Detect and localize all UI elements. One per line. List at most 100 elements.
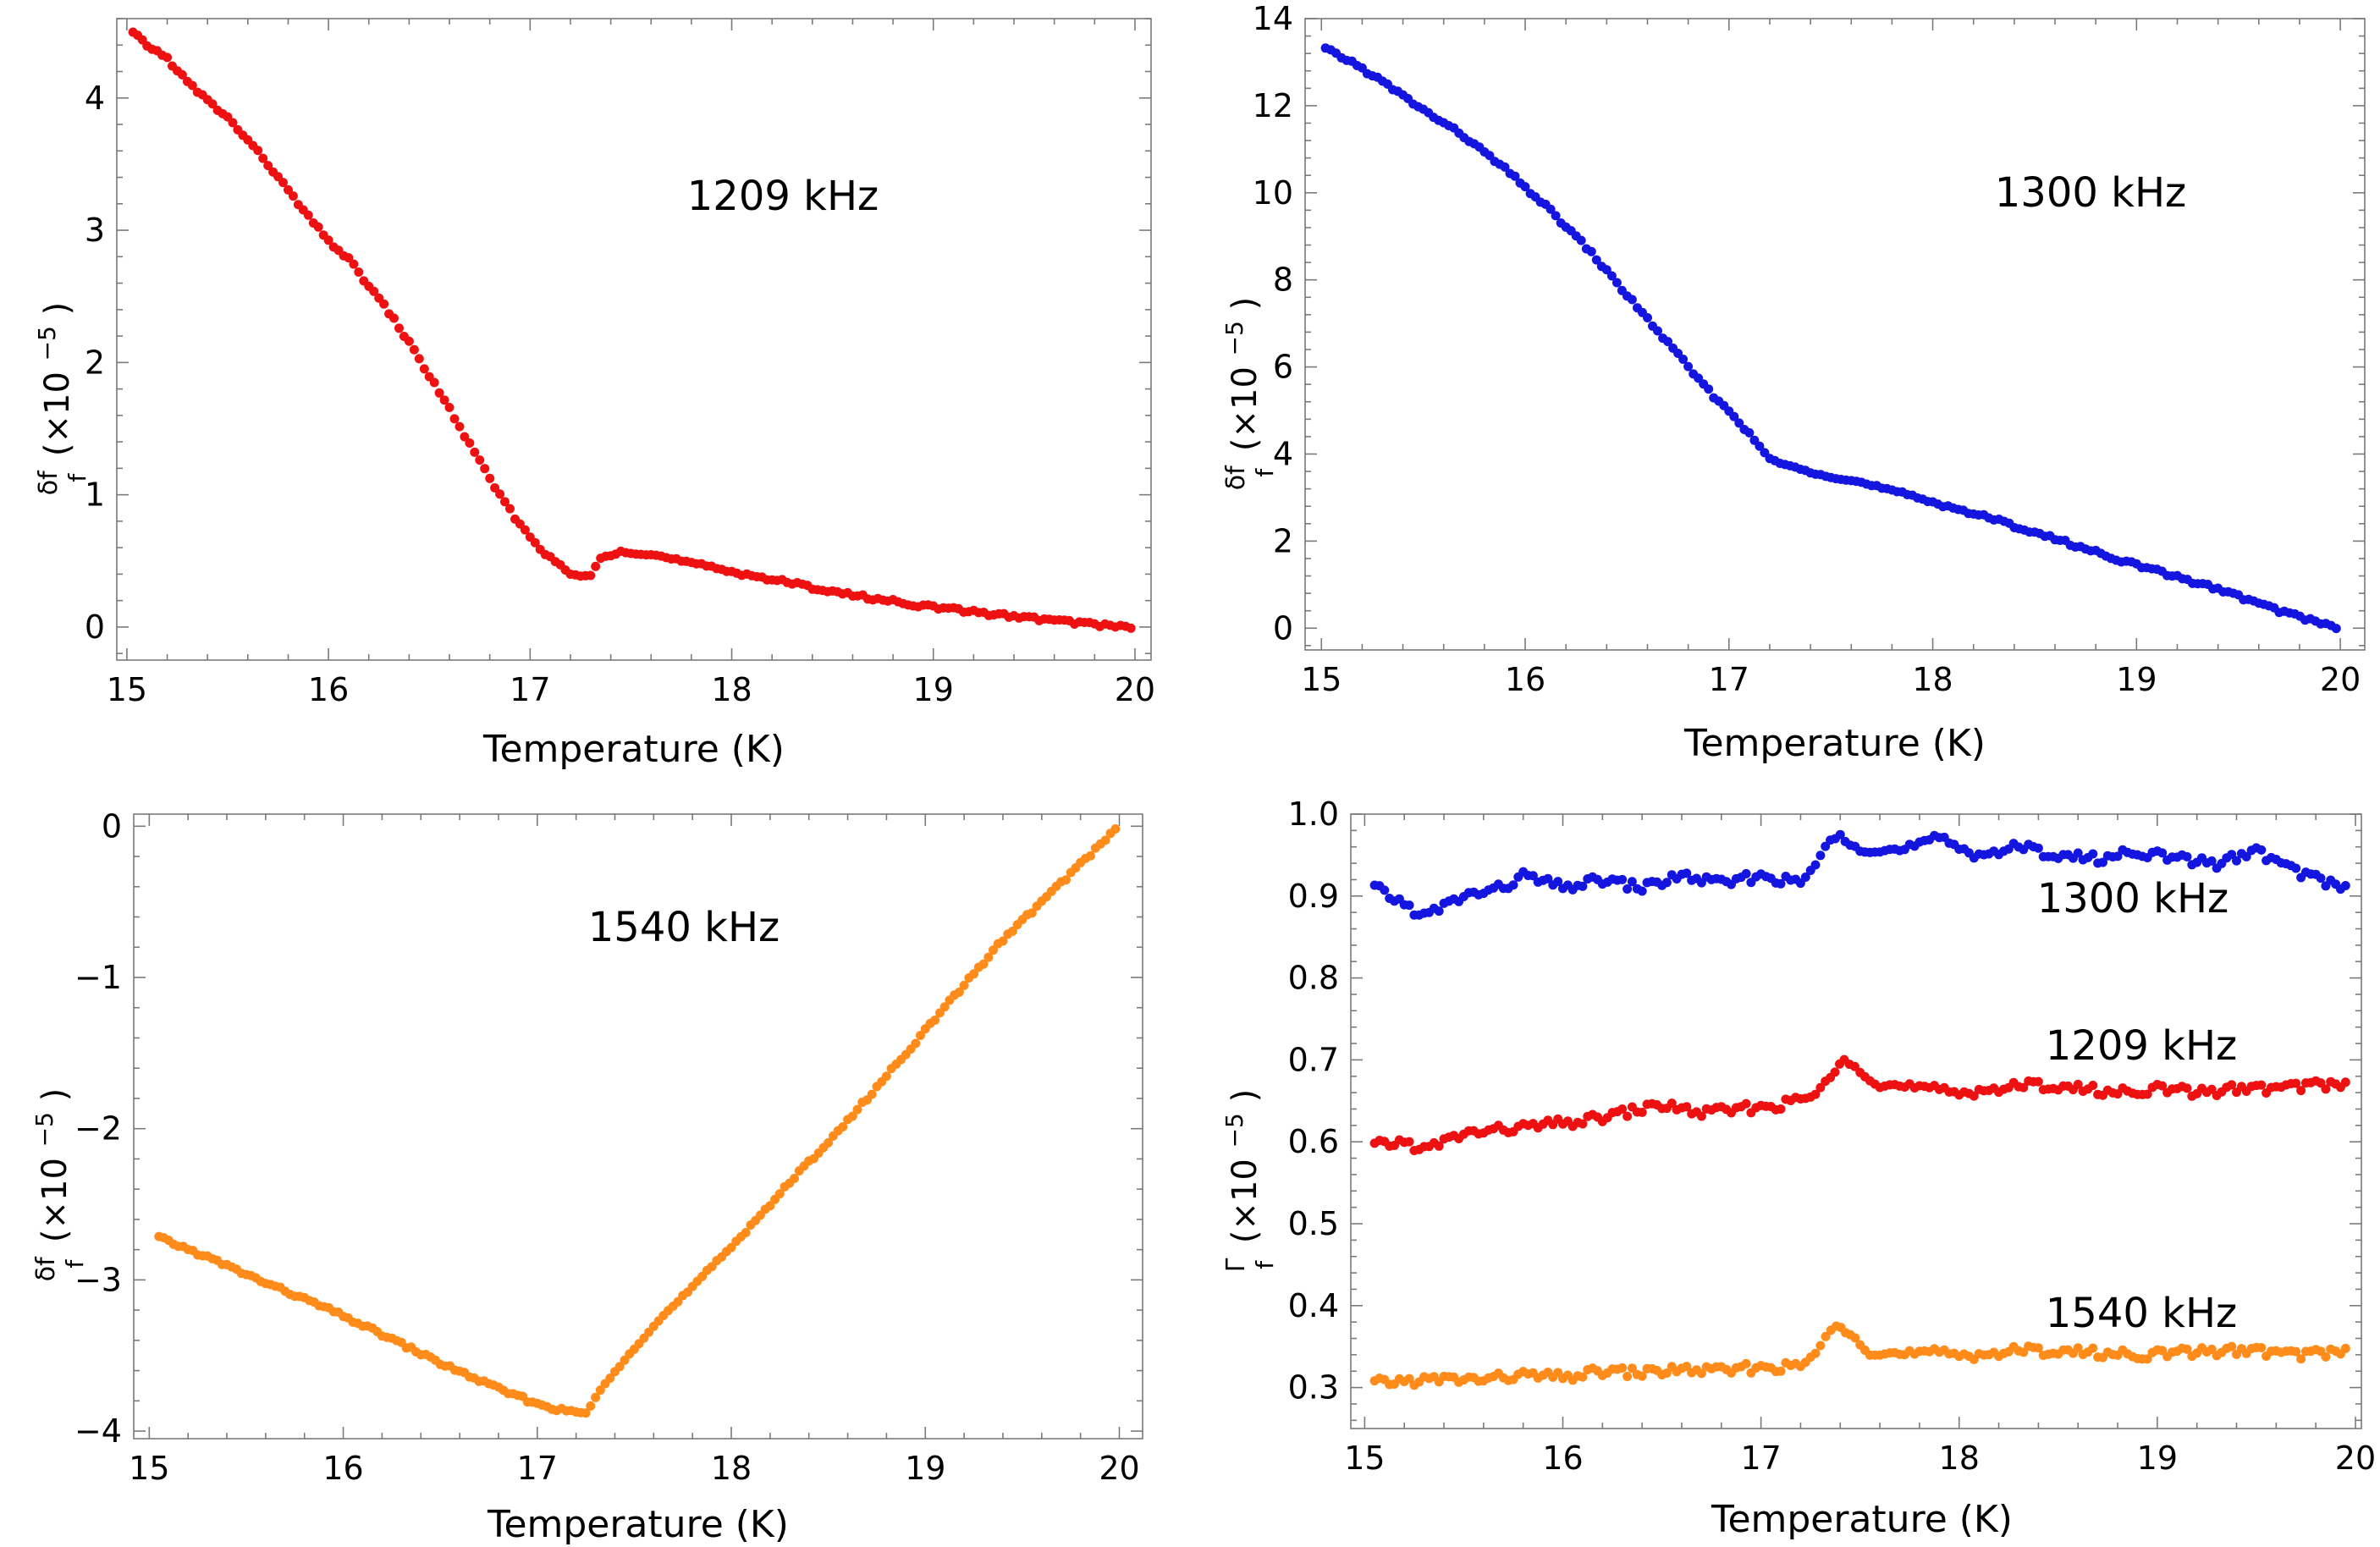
p1-data-point <box>505 504 515 514</box>
p1-data-point <box>379 299 389 309</box>
p3-data-point <box>954 987 964 997</box>
svg-text:δf f (×10: δf f (×10 −5 ) <box>1212 297 1281 491</box>
p2-xtick-label: 20 <box>2320 661 2361 698</box>
p1-xtick-label: 16 <box>308 671 349 708</box>
p4-data-point <box>1661 878 1672 888</box>
p4-ylabel-suffix: (×10 <box>1226 1159 1264 1243</box>
p4-data-point <box>1637 886 1647 896</box>
p2-ytick-label: 6 <box>1273 349 1293 386</box>
p3-ytick-label: 0 <box>102 807 122 845</box>
p4-data-point <box>2340 881 2350 890</box>
p3-ytick-label: −3 <box>74 1261 122 1298</box>
p1-data-point <box>163 52 173 63</box>
p4-data-point <box>1404 900 1414 911</box>
p1-data-point <box>495 489 505 499</box>
p3-ylabel-frac-bottom: f <box>61 1259 89 1269</box>
p4-data-point <box>2098 857 2107 867</box>
p4-ytick-label: 0.9 <box>1288 878 1339 915</box>
p4-data-point <box>2296 1086 2306 1096</box>
p4-data-point <box>1821 841 1831 851</box>
p2-data-point <box>1586 246 1596 256</box>
p2-data-point <box>1729 411 1739 421</box>
p4-data-point <box>1810 860 1821 870</box>
p4-yticks: 0.3 0.4 0.5 0.6 0.7 0.8 0.9 1.0 <box>1288 796 2361 1422</box>
p4-data-point <box>2019 1082 2029 1093</box>
p2-data-point <box>1551 211 1561 221</box>
p1-data-point <box>288 191 298 201</box>
p1-xtick-label: 20 <box>1115 671 1155 708</box>
p1-ylabel-frac-bottom: f <box>63 473 91 482</box>
p1-data-point <box>263 161 273 171</box>
svg-text:δf f (×10: δf f (×10 −5 ) <box>22 1088 91 1282</box>
p3-data-point <box>765 1201 775 1211</box>
p1-y-axis-label: δf f (×10 −5 ) <box>33 302 91 496</box>
p4-data-point <box>2296 1354 2306 1364</box>
p4-data-point <box>1776 1366 1786 1376</box>
p1-ytick-label: 3 <box>85 212 105 249</box>
p3-data-point <box>838 1122 848 1131</box>
p1-data-point <box>278 178 288 188</box>
p1-data-point <box>530 537 540 548</box>
p3-data-point <box>824 1137 834 1148</box>
p4-data-point <box>2232 856 2241 866</box>
p2-xtick-label: 16 <box>1505 661 1545 698</box>
p4-ytick-label: 0.6 <box>1288 1123 1339 1160</box>
p1-data-point <box>500 497 510 507</box>
p1-x-axis-label: Temperature (K) <box>482 728 785 771</box>
p1-yticks: 0 1 2 3 4 <box>85 18 1151 654</box>
p1-xtick-label: 17 <box>510 671 550 708</box>
p4-xticks: 15 16 17 18 19 20 <box>1344 814 2376 1477</box>
p1-data-point <box>369 286 379 296</box>
p2-data-point <box>1576 235 1586 245</box>
p4-data-point <box>1776 1104 1786 1114</box>
p4-data-point <box>2291 1346 2301 1357</box>
p2-points <box>1320 43 2341 634</box>
p1-data-point <box>465 438 475 448</box>
p3-data-point <box>581 1408 591 1418</box>
p4-data-point <box>1617 1363 1628 1373</box>
p3-data-point <box>620 1355 630 1365</box>
p4-data-point <box>1578 881 1588 891</box>
p4-data-point <box>2073 848 2083 858</box>
p1-ytick-label: 4 <box>85 80 105 117</box>
p4-xtick-label: 15 <box>1344 1440 1385 1477</box>
p4-data-point <box>2206 1344 2217 1354</box>
p2-ylabel-suffix: (×10 <box>1226 366 1264 451</box>
p4-data-point <box>2142 1354 2152 1364</box>
p3-xtick-label: 18 <box>711 1450 752 1487</box>
p2-data-point <box>1627 295 1637 305</box>
p3-xtick-label: 20 <box>1099 1450 1139 1487</box>
p4-data-point <box>1667 1098 1677 1109</box>
p4-data-point <box>2340 1343 2350 1353</box>
p1-data-point <box>1126 623 1136 633</box>
p3-data-point <box>998 936 1008 946</box>
p2-ylabel-exp: −5 <box>1220 321 1248 355</box>
p2-data-point <box>1755 441 1765 451</box>
p2-ytick-label: 2 <box>1273 522 1293 559</box>
p2-xticks: 15 16 17 18 19 20 <box>1301 19 2361 698</box>
p4-data-point <box>1622 884 1633 894</box>
p4-data-point <box>2033 1076 2043 1087</box>
p4-data-point <box>2316 873 2326 884</box>
p2-data-point <box>1510 171 1520 181</box>
p1-data-point <box>389 313 399 323</box>
p3-data-point <box>852 1104 862 1115</box>
p3-data-point <box>1007 926 1017 936</box>
p4-xtick-label: 19 <box>2137 1440 2178 1477</box>
p3-data-point <box>978 959 989 969</box>
p4-data-point <box>2182 1344 2192 1354</box>
p4-ylabel-exp: −5 <box>1220 1113 1248 1148</box>
p4-data-point <box>2321 1084 2331 1094</box>
p2-ytick-label: 10 <box>1253 174 1293 212</box>
p3-data-point <box>969 969 979 979</box>
p2-data-point <box>1545 204 1556 214</box>
p4-data-point <box>1800 873 1810 882</box>
p1-plot-frame <box>116 18 1152 661</box>
p1-data-point <box>303 210 313 220</box>
p4-data-point <box>1627 1363 1637 1374</box>
p4-group: 15 16 17 18 19 20 0.3 0.4 0.5 0.6 0.7 0.8 0.9 1.0 Te… <box>1220 796 2376 1541</box>
p2-data-point <box>1678 355 1689 364</box>
p2-data-point <box>1663 337 1673 347</box>
p3-data-point <box>847 1111 857 1121</box>
p4-y-axis-label: Γ f (×10 −5 ) <box>1220 1089 1279 1272</box>
